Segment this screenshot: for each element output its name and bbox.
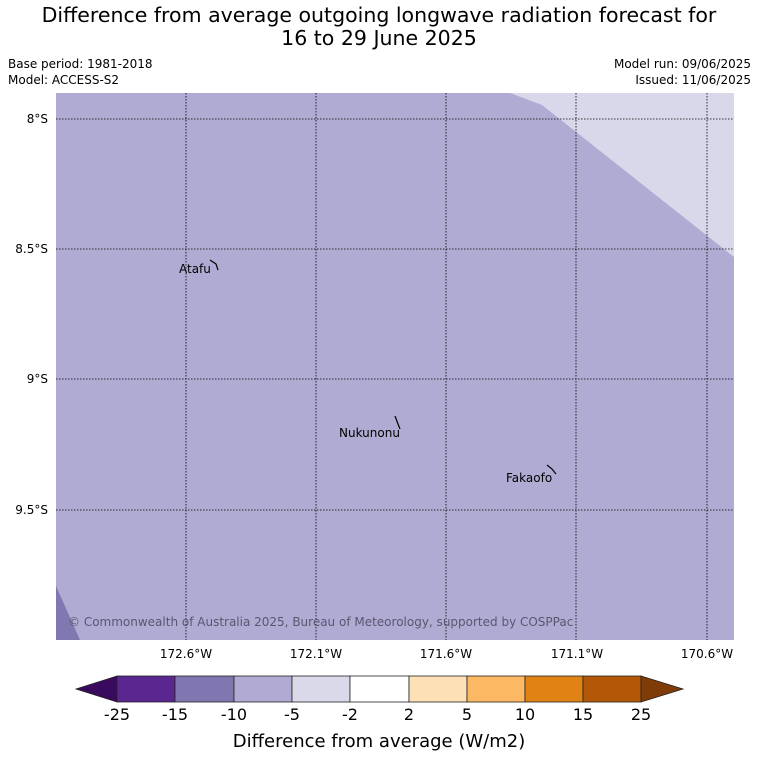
lat-label-9s: 9°S bbox=[27, 372, 48, 386]
title-line-2: 16 to 29 June 2025 bbox=[281, 26, 477, 50]
latitude-labels: 8°S 8.5°S 9°S 9.5°S bbox=[15, 112, 48, 517]
lon-label-170-6w: 170.6°W bbox=[681, 647, 733, 661]
colorbar-bin-10-to-15 bbox=[524, 675, 584, 703]
lon-label-172-6w: 172.6°W bbox=[160, 647, 212, 661]
lon-label-172-1w: 172.1°W bbox=[290, 647, 342, 661]
lat-label-8s: 8°S bbox=[27, 112, 48, 126]
lat-label-9-5s: 9.5°S bbox=[15, 503, 48, 517]
issued-date: Issued: 11/06/2025 bbox=[635, 73, 751, 87]
copyright-notice: © Commonwealth of Australia 2025, Bureau… bbox=[68, 615, 573, 629]
map-panel bbox=[56, 93, 734, 640]
colorbar-bin-minus5-to-minus2 bbox=[291, 675, 351, 703]
model-name: Model: ACCESS-S2 bbox=[8, 73, 120, 87]
atafu-atoll-outline bbox=[209, 259, 219, 271]
lon-label-171-1w: 171.1°W bbox=[551, 647, 603, 661]
colorbar-tick: 25 bbox=[631, 705, 651, 724]
nukunonu-atoll-outline bbox=[394, 415, 401, 430]
colorbar-bin-minus25-to-minus15 bbox=[116, 675, 176, 703]
colorbar-tick: 5 bbox=[462, 705, 472, 724]
colorbar-tick: -2 bbox=[342, 705, 358, 724]
colorbar-tick: -25 bbox=[104, 705, 130, 724]
place-label-nukunonu: Nukunonu bbox=[339, 426, 400, 440]
colorbar-tick: 15 bbox=[573, 705, 593, 724]
colorbar-tick: -10 bbox=[221, 705, 247, 724]
colorbar-tick: 2 bbox=[404, 705, 414, 724]
longitude-labels: 172.6°W 172.1°W 171.6°W 171.1°W 170.6°W bbox=[160, 647, 733, 661]
title-line-1: Difference from average outgoing longwav… bbox=[41, 3, 717, 27]
colorbar-bin-minus10-to-minus5 bbox=[233, 675, 293, 703]
colorbar-bin-minus15-to-minus10 bbox=[174, 675, 235, 703]
lat-label-8-5s: 8.5°S bbox=[15, 242, 48, 256]
anomaly-field-dominant bbox=[56, 93, 734, 640]
colorbar-title: Difference from average (W/m2) bbox=[233, 731, 525, 752]
lon-label-171-6w: 171.6°W bbox=[420, 647, 472, 661]
chart-title: Difference from average outgoing longwav… bbox=[0, 4, 758, 50]
metadata-left: Base period: 1981-2018 Model: ACCESS-S2 bbox=[8, 56, 153, 88]
colorbar-tick: 10 bbox=[515, 705, 535, 724]
colorbar bbox=[74, 675, 685, 703]
place-label-fakaofo: Fakaofo bbox=[506, 471, 552, 485]
colorbar-bin-5-to-10 bbox=[466, 675, 526, 703]
places bbox=[209, 259, 557, 475]
colorbar-extend-high bbox=[640, 675, 685, 703]
fakaofo-atoll-outline bbox=[546, 464, 557, 475]
colorbar-tick: -15 bbox=[162, 705, 188, 724]
colorbar-bin-15-to-25 bbox=[582, 675, 642, 703]
colorbar-ticks: -25 -15 -10 -5 -2 2 5 10 15 25 bbox=[104, 705, 651, 724]
colorbar-extend-low bbox=[74, 675, 118, 703]
colorbar-bin-2-to-5 bbox=[408, 675, 468, 703]
base-period: Base period: 1981-2018 bbox=[8, 57, 153, 71]
place-label-atafu: Atafu bbox=[179, 262, 211, 276]
colorbar-bin-minus2-to-2 bbox=[349, 675, 410, 703]
colorbar-tick: -5 bbox=[284, 705, 300, 724]
anomaly-field-light bbox=[510, 93, 734, 257]
anomaly-field-dark bbox=[56, 586, 80, 640]
metadata-right: Model run: 09/06/2025 Issued: 11/06/2025 bbox=[614, 56, 751, 88]
gridlines bbox=[56, 93, 734, 640]
model-run: Model run: 09/06/2025 bbox=[613, 57, 751, 71]
